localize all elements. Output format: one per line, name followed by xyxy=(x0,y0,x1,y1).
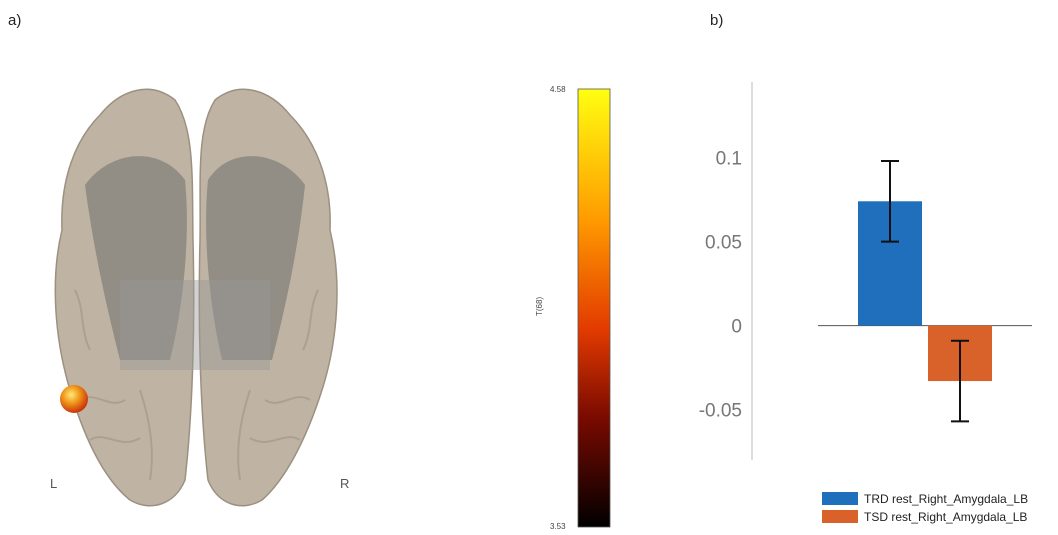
brain-render: L R xyxy=(0,60,420,530)
y-tick-label: 0.05 xyxy=(705,233,742,254)
panel-a-label: a) xyxy=(8,12,22,29)
brain-image xyxy=(54,88,338,507)
panel-b-label: b) xyxy=(710,12,724,29)
gray-overlay-center xyxy=(120,280,270,370)
legend-swatch xyxy=(822,492,858,505)
legend-label: TRD rest_Right_Amygdala_LB xyxy=(864,492,1028,506)
colorbar-max-label: 4.58 xyxy=(550,85,566,94)
gray-overlay-right xyxy=(206,156,305,360)
activation-blob xyxy=(60,385,88,413)
left-hemisphere-label: L xyxy=(50,476,58,491)
colorbar-axis-label: T(68) xyxy=(535,297,544,316)
colorbar-gradient xyxy=(577,88,611,528)
bar-chart-svg: 0.1 0.05 0 -0.05 TRD rest_Right_Amygdala_LB… xyxy=(699,82,1032,524)
y-tick-label: -0.05 xyxy=(699,401,742,422)
bar-chart: 0.1 0.05 0 -0.05 TRD rest_Right_Amygdala_LB… xyxy=(660,60,1058,530)
right-hemisphere-label: R xyxy=(340,476,350,491)
y-tick-label: 0.1 xyxy=(716,149,742,170)
gray-overlay-left xyxy=(85,156,187,360)
colorbar: 4.58 3.53 T(68) xyxy=(520,80,630,531)
legend-label: TSD rest_Right_Amygdala_LB xyxy=(864,510,1027,524)
colorbar-min-label: 3.53 xyxy=(550,522,566,530)
legend-swatch xyxy=(822,510,858,523)
y-tick-label: 0 xyxy=(731,317,742,338)
